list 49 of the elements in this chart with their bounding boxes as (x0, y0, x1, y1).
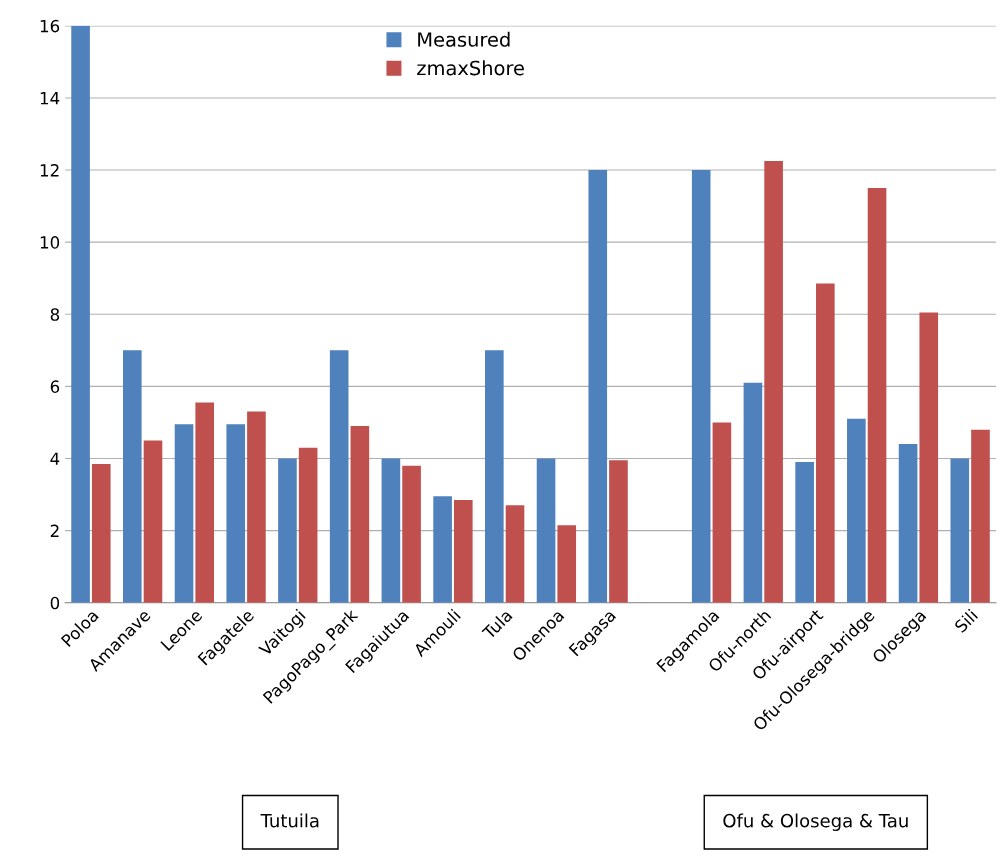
bar (950, 458, 970, 603)
bar (712, 422, 732, 603)
bar (764, 161, 783, 603)
bar (505, 505, 525, 603)
bar (795, 462, 814, 603)
y-tick-label: 12 (40, 164, 59, 177)
bar (919, 312, 939, 603)
bar (174, 424, 194, 603)
y-tick-label: 10 (40, 236, 60, 249)
legend-label: Measured (418, 31, 510, 47)
bar (433, 496, 452, 603)
bar (971, 429, 990, 603)
bar (329, 350, 349, 603)
bar (557, 525, 577, 603)
bar (485, 350, 504, 603)
bar (453, 499, 473, 603)
y-tick-label: 8 (50, 308, 60, 321)
bar (381, 458, 401, 603)
y-tick-label: 6 (50, 380, 60, 393)
text: Tutuila (260, 813, 319, 828)
bar (226, 424, 246, 603)
x-tick-label: Sili (953, 608, 979, 634)
bar (195, 402, 215, 603)
bar (691, 170, 711, 603)
bar (298, 447, 318, 603)
bar (71, 25, 90, 603)
y-tick-label: 0 (50, 596, 60, 610)
text: Ofu & Olosega & Tau (723, 813, 908, 831)
bar (91, 463, 111, 603)
bar (350, 426, 370, 603)
bar (588, 170, 608, 603)
bar (898, 444, 918, 603)
bar (867, 188, 887, 603)
bar (278, 458, 297, 603)
y-tick-label: 4 (50, 452, 60, 465)
bar (743, 382, 763, 603)
legend-label: zmaxShore (417, 60, 524, 76)
bar (122, 350, 142, 603)
x-tick-label: Tula (481, 608, 513, 641)
bar (143, 440, 163, 603)
bar (847, 418, 866, 603)
bar (247, 411, 266, 603)
bar (816, 283, 835, 603)
bar (402, 465, 421, 603)
bar (609, 460, 628, 603)
bar (536, 458, 556, 603)
y-tick-label: 16 (40, 19, 60, 33)
y-tick-label: 14 (40, 92, 60, 105)
y-tick-label: 2 (50, 524, 59, 537)
